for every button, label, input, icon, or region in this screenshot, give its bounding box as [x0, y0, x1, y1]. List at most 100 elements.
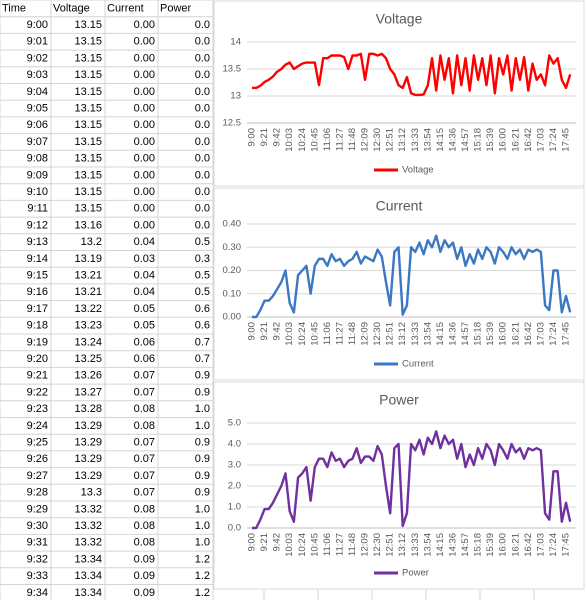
chart-title: Power — [379, 392, 419, 408]
x-tick-label: 10:45 — [309, 322, 320, 346]
cell: 9:02 — [27, 52, 48, 64]
cell: 0.7 — [195, 336, 210, 348]
x-tick-label: 9:21 — [259, 322, 270, 341]
cell: 13.29 — [74, 470, 102, 482]
cell: 9:22 — [27, 386, 48, 398]
x-tick-label: 9:42 — [272, 128, 283, 147]
cell: 0.00 — [134, 86, 155, 98]
x-tick-label: 10:03 — [284, 533, 295, 557]
x-tick-label: 15:39 — [485, 322, 496, 346]
x-tick-label: 16:21 — [510, 128, 521, 152]
cell: 0.09 — [134, 587, 155, 599]
cell: 13.15 — [74, 203, 102, 215]
cell: 0.9 — [195, 370, 210, 382]
cell: 0.5 — [195, 286, 210, 298]
cell: 13.3 — [81, 487, 102, 499]
cell: 0.0 — [195, 219, 210, 231]
cell: 9:04 — [27, 86, 48, 98]
x-tick-label: 14:57 — [460, 533, 471, 557]
cell: 9:05 — [27, 102, 48, 114]
x-tick-label: 13:33 — [410, 322, 421, 346]
cell: 1.0 — [195, 537, 210, 549]
y-tick-label: 5.0 — [228, 418, 241, 429]
cell: 0.03 — [134, 253, 155, 265]
cell-grid — [0, 0, 535, 600]
y-tick-label: 3.0 — [228, 460, 241, 471]
cell: 13.26 — [74, 370, 102, 382]
cell: 13.34 — [74, 570, 102, 582]
x-tick-label: 17:45 — [561, 128, 572, 152]
cell: 9:03 — [27, 69, 48, 81]
x-tick-label: 17:03 — [535, 533, 546, 557]
cell: 9:21 — [27, 370, 48, 382]
cell: 0.6 — [195, 320, 210, 332]
cell: 0.6 — [195, 303, 210, 315]
chart-area — [213, 187, 585, 381]
x-tick-label: 14:15 — [435, 533, 446, 557]
x-tick-label: 11:48 — [347, 322, 358, 345]
cell: 0.00 — [134, 119, 155, 131]
x-tick-label: 12:09 — [360, 322, 371, 346]
x-tick-label: 9:21 — [259, 533, 270, 552]
cell: 9:16 — [27, 286, 48, 298]
x-tick-label: 15:18 — [473, 128, 484, 152]
x-tick-label: 13:33 — [410, 533, 421, 557]
cell: 13.28 — [74, 403, 102, 415]
cell: 0.07 — [134, 453, 155, 465]
cell: 13.21 — [74, 286, 102, 298]
legend-label: Power — [402, 568, 429, 579]
x-tick-label: 11:06 — [322, 128, 333, 151]
x-tick-label: 15:18 — [473, 533, 484, 557]
x-tick-label: 10:24 — [297, 322, 308, 346]
x-tick-label: 17:24 — [548, 322, 559, 346]
x-tick-label: 16:00 — [498, 533, 509, 557]
x-tick-label: 16:42 — [523, 533, 534, 557]
cell: 13.15 — [74, 169, 102, 181]
y-tick-label: 0.10 — [223, 288, 242, 299]
cell: 1.2 — [195, 587, 210, 599]
x-tick-label: 11:06 — [322, 533, 333, 556]
x-tick-label: 12:51 — [385, 533, 396, 557]
cell: 0.9 — [195, 436, 210, 448]
x-tick-label: 13:12 — [397, 322, 408, 346]
x-tick-label: 12:51 — [385, 128, 396, 152]
cell: 0.09 — [134, 553, 155, 565]
x-tick-label: 10:45 — [309, 533, 320, 557]
cell: 0.07 — [134, 470, 155, 482]
cell: 13.32 — [74, 503, 102, 515]
cell: 13.19 — [74, 253, 102, 265]
cell: 0.08 — [134, 403, 155, 415]
x-tick-label: 17:45 — [561, 322, 572, 346]
cell: 13.25 — [74, 353, 102, 365]
cell: 9:26 — [27, 453, 48, 465]
cell: 9:12 — [27, 219, 48, 231]
cell: 9:27 — [27, 470, 48, 482]
cell: 9:06 — [27, 119, 48, 131]
cell: 1.0 — [195, 520, 210, 532]
data-line — [252, 234, 572, 319]
x-tick-label: 9:21 — [259, 128, 270, 147]
x-tick-label: 9:00 — [247, 322, 258, 341]
cell: 0.0 — [195, 153, 210, 165]
x-tick-label: 17:24 — [548, 533, 559, 557]
cell: 0.07 — [134, 436, 155, 448]
x-tick-label: 12:30 — [372, 128, 383, 152]
x-tick-label: 9:00 — [247, 533, 258, 552]
column-header: Time — [2, 2, 26, 14]
x-tick-label: 10:03 — [284, 322, 295, 346]
x-tick-label: 11:27 — [334, 128, 345, 151]
cell: 1.2 — [195, 570, 210, 582]
cell: 0.9 — [195, 470, 210, 482]
cell: 0.0 — [195, 102, 210, 114]
cell: 1.0 — [195, 420, 210, 432]
cell: 9:00 — [27, 19, 48, 31]
cell: 13.32 — [74, 537, 102, 549]
cell: 9:10 — [27, 186, 48, 198]
x-tick-label: 14:36 — [447, 533, 458, 557]
cell: 0.9 — [195, 386, 210, 398]
x-tick-label: 14:36 — [447, 322, 458, 346]
y-tick-label: 0.00 — [223, 312, 242, 323]
cell: 13.16 — [74, 219, 102, 231]
